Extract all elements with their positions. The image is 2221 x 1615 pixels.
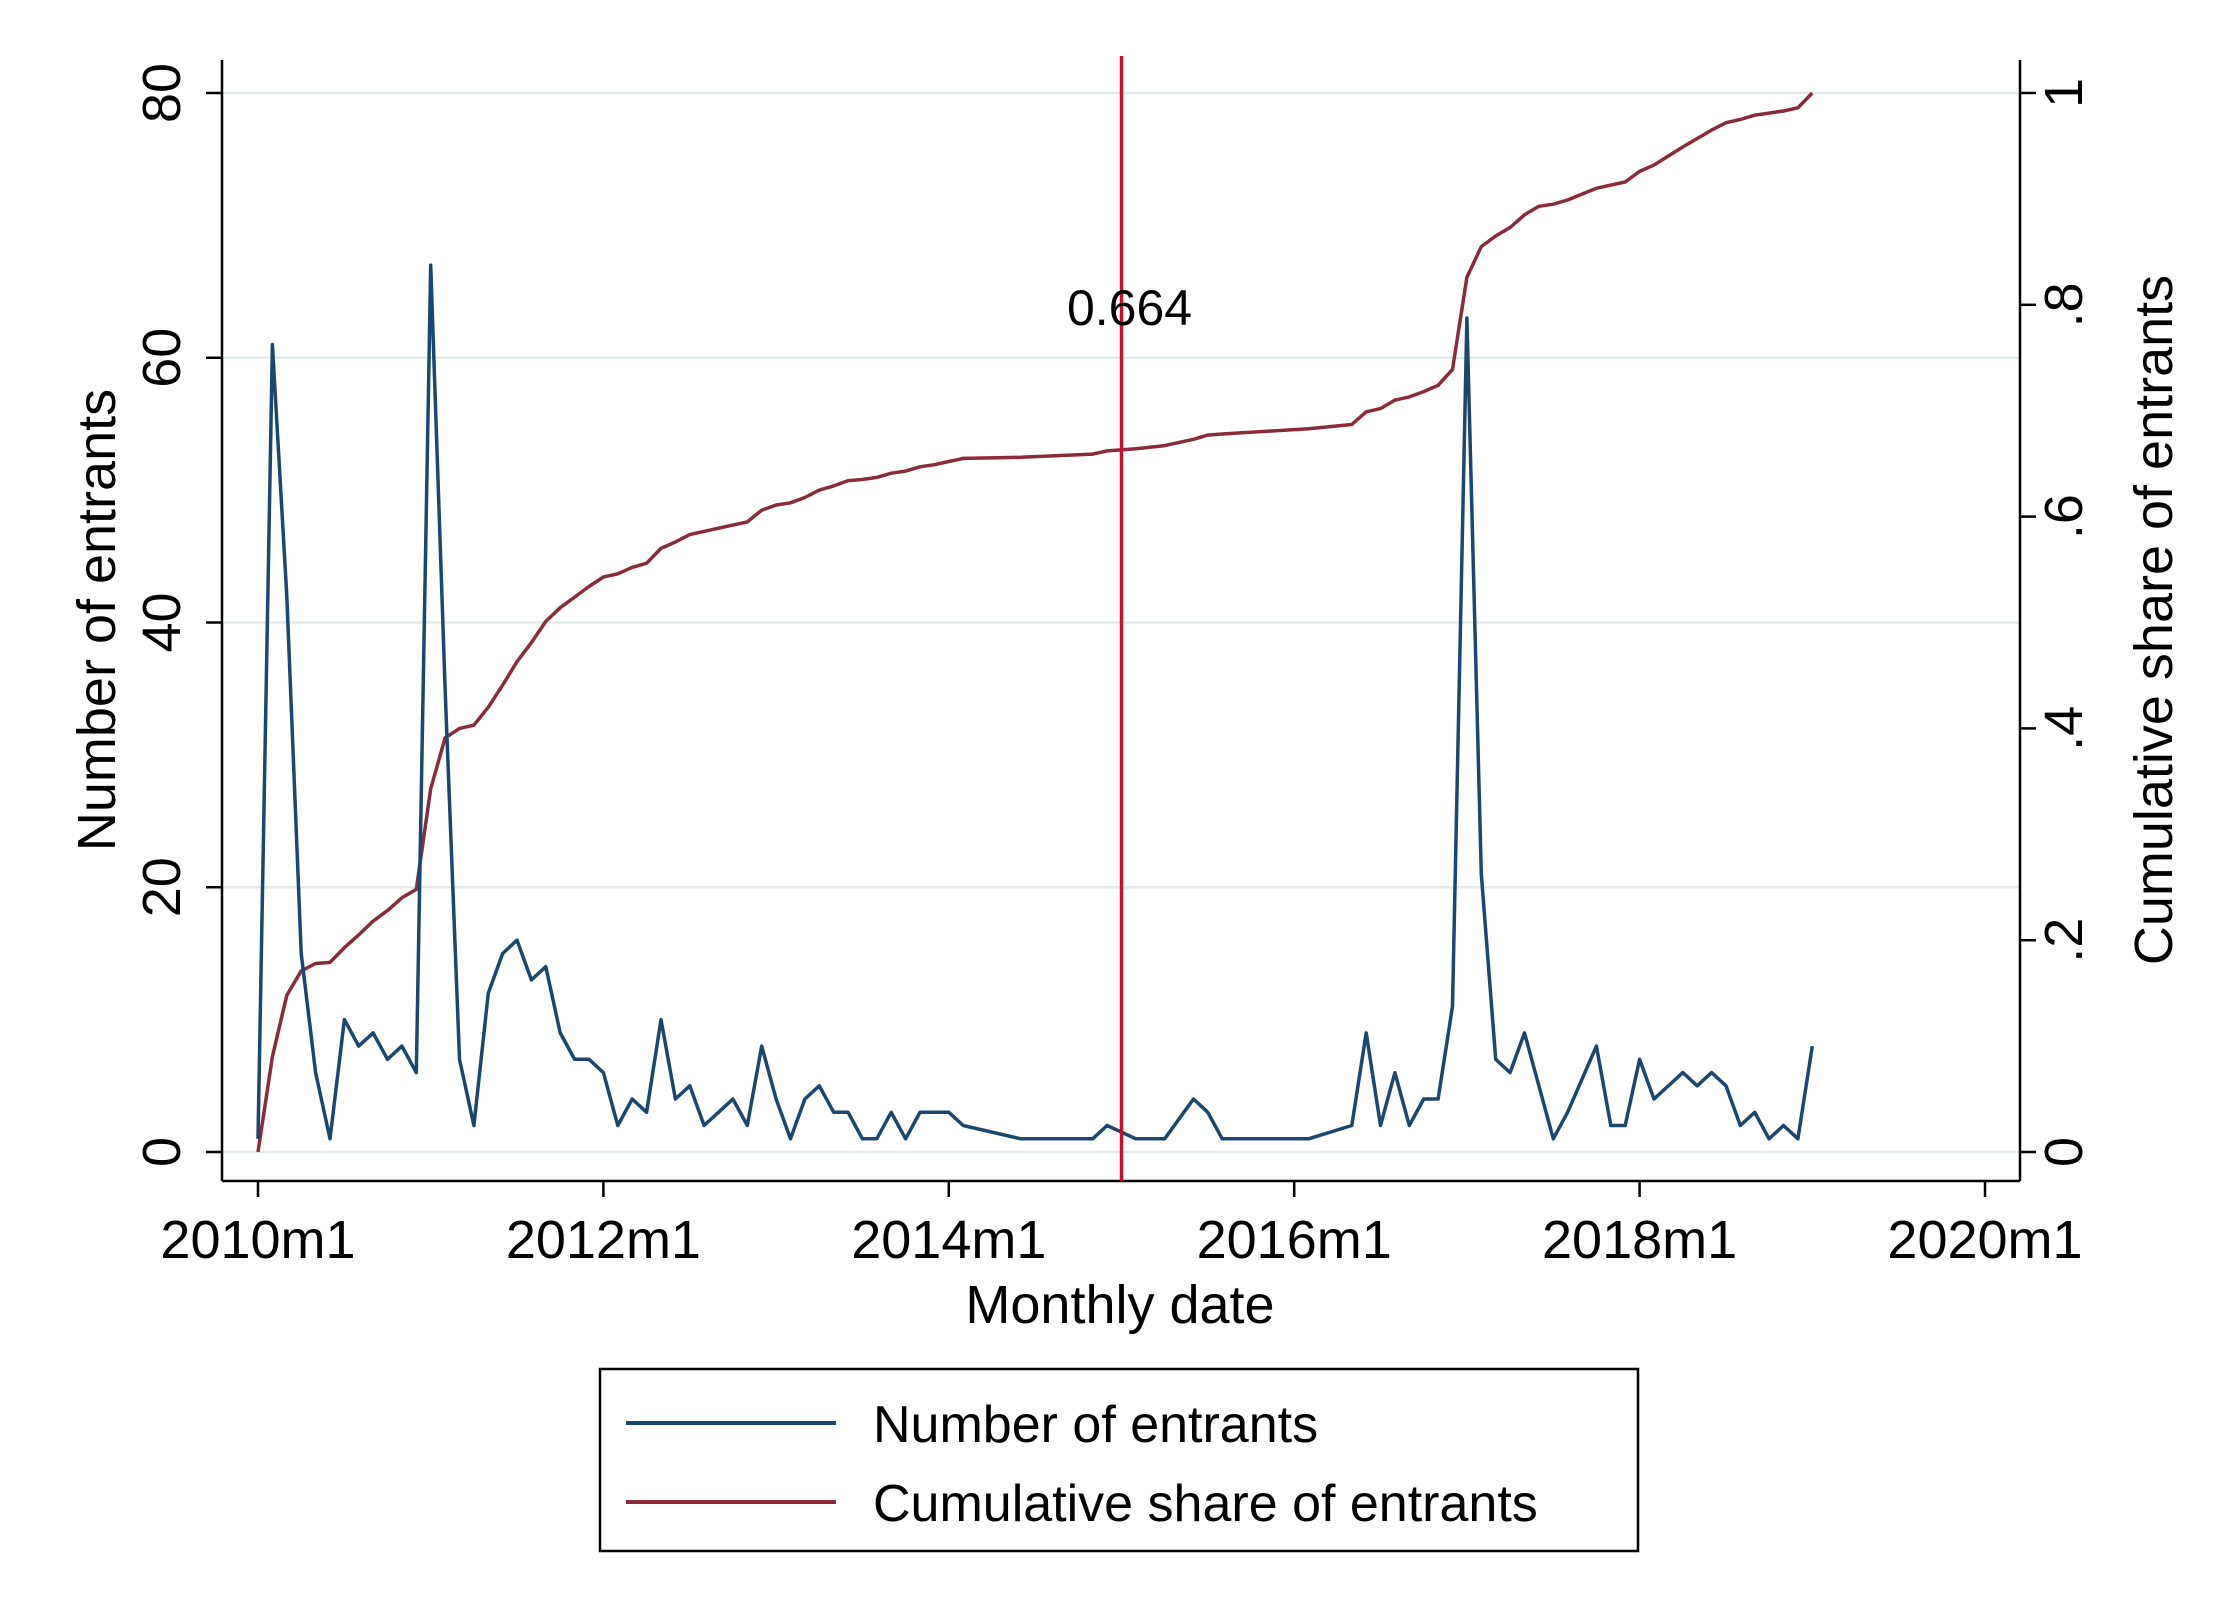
x-axis-title: Monthly date [965,1275,1274,1335]
right-y-axis-title: Cumulative share of entrants [2124,275,2184,965]
x-tick-label: 2016m1 [1197,1210,1392,1270]
legend: Number of entrants Cumulative share of e… [598,1367,1640,1553]
legend-label-cumulative-share: Cumulative share of entrants [873,1475,1538,1533]
ticks: 0 20 40 60 80 0 .2 .4 .6 .8 1 2010m1 2012m1 2014m1 201… [132,63,2094,1270]
x-tick-label: 2020m1 [1887,1210,2082,1270]
legend-box [598,1367,1640,1553]
series-layer [256,91,1815,1153]
right-y-tick-label: .2 [2034,918,2094,963]
reference-line-label: 0.664 [1067,280,1192,336]
left-y-tick-label: 40 [132,592,192,652]
series-line-cumulative-share [256,91,1814,1153]
right-y-tick-label: .8 [2034,282,2094,327]
left-y-axis-title: Number of entrants [67,389,127,851]
x-tick-label: 2010m1 [160,1210,355,1270]
right-y-tick-label: 0 [2034,1137,2094,1167]
x-tick-label: 2012m1 [506,1210,701,1270]
right-y-tick-label: .4 [2034,706,2094,751]
x-tick-label: 2018m1 [1542,1210,1737,1270]
right-y-tick-label: 1 [2034,78,2094,108]
reference-line-group: 0.664 [1067,56,1192,1181]
series-line-number-of-entrants [256,263,1815,1141]
legend-label-number-of-entrants: Number of entrants [873,1396,1318,1454]
x-tick-label: 2014m1 [851,1210,1046,1270]
left-y-tick-label: 0 [132,1137,192,1167]
left-y-tick-label: 60 [132,328,192,388]
left-y-tick-label: 80 [132,63,192,123]
right-y-tick-label: .6 [2034,494,2094,539]
left-y-tick-label: 20 [132,857,192,917]
